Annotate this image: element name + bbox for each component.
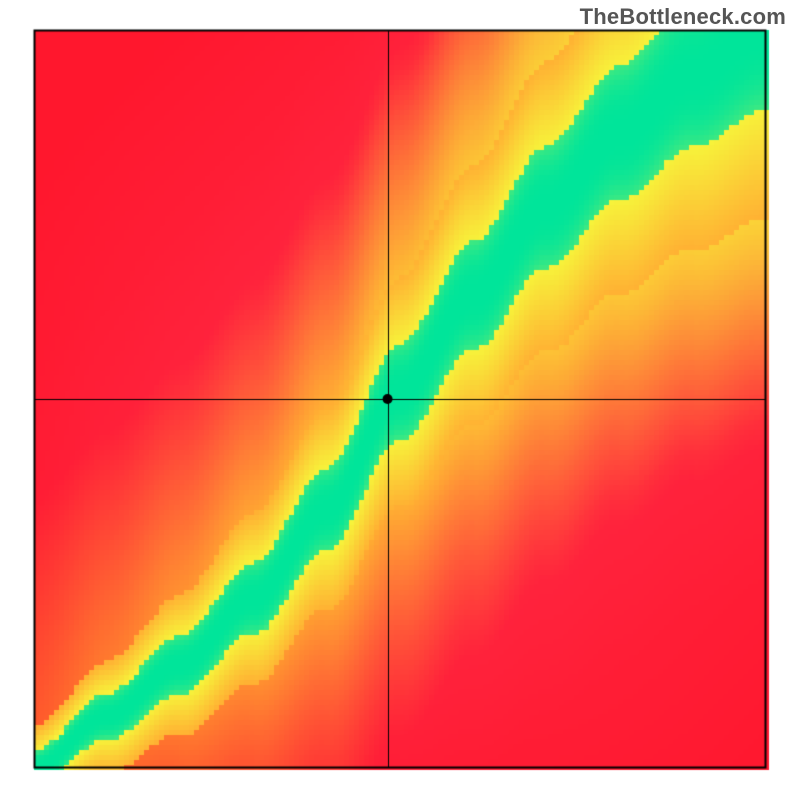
watermark-text: TheBottleneck.com [580, 4, 786, 30]
chart-container: TheBottleneck.com [0, 0, 800, 800]
bottleneck-heatmap [0, 0, 800, 800]
